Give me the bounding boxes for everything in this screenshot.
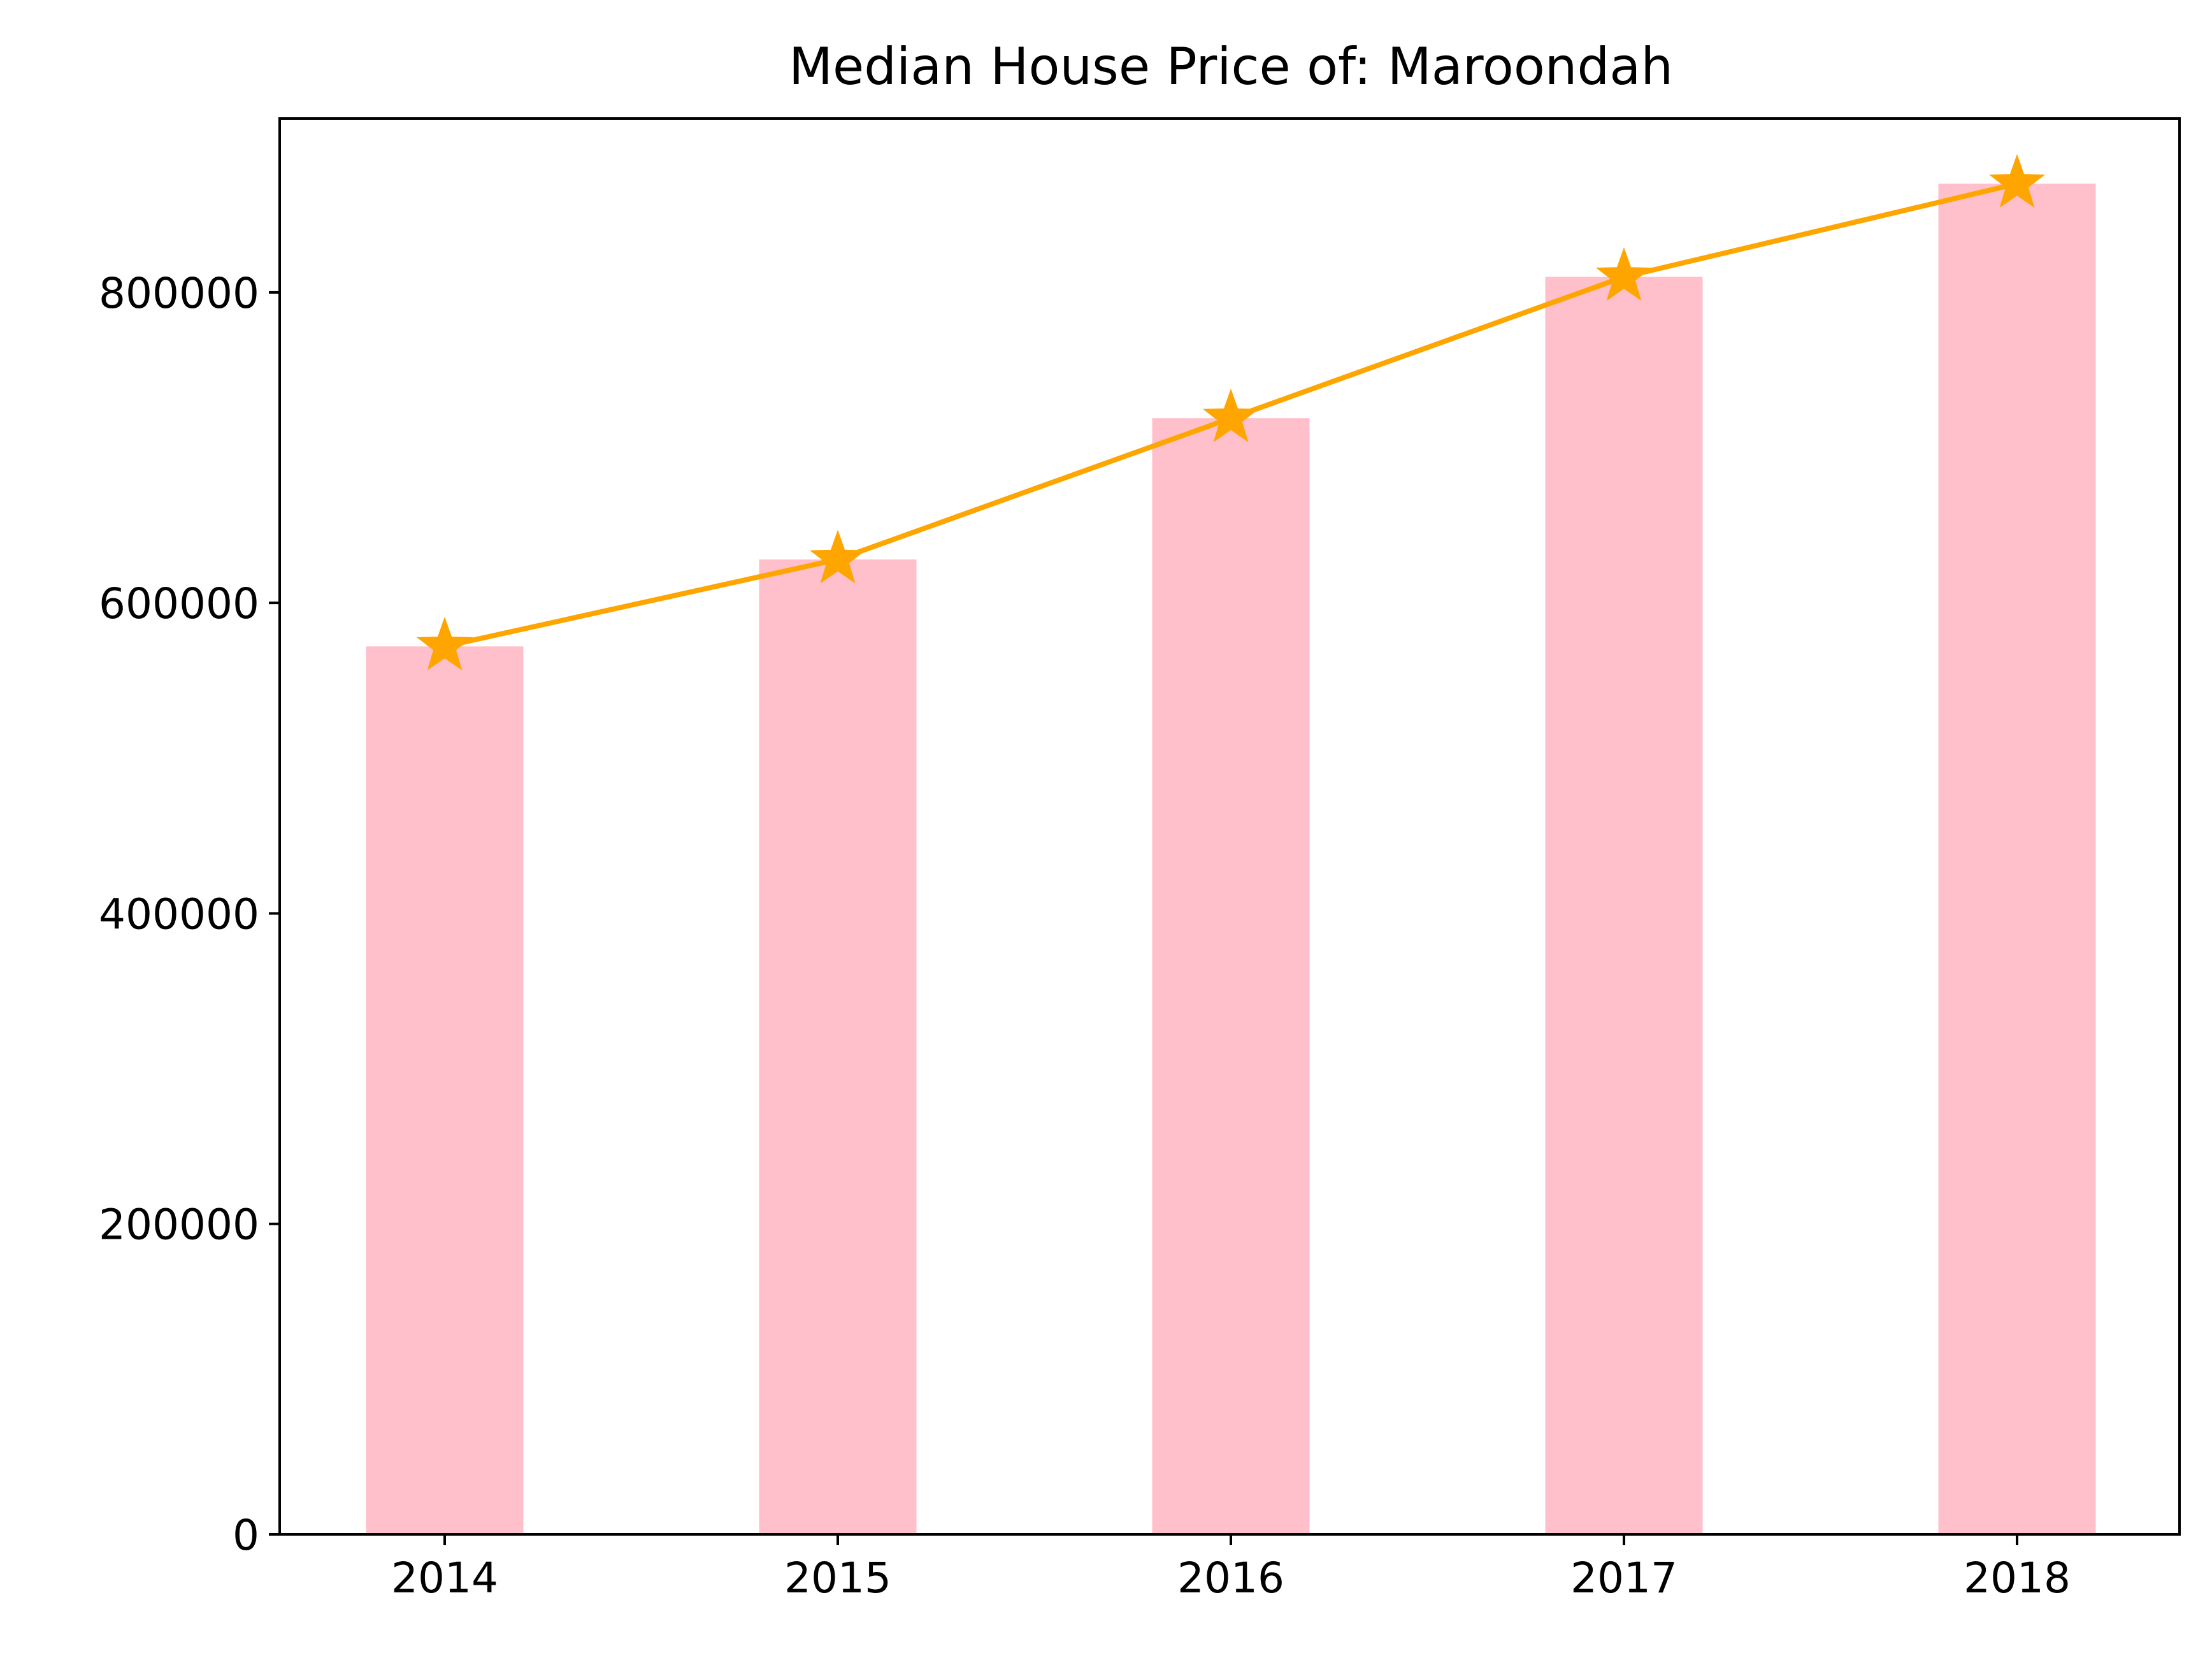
star-marker-2017 xyxy=(1595,247,1653,301)
y-tick-label-200000: 200000 xyxy=(99,1200,259,1250)
chart-title: Median House Price of: Maroondah xyxy=(789,37,1673,96)
star-marker-2018 xyxy=(1988,154,2046,208)
bars-layer xyxy=(366,184,2096,1535)
x-tick-label-2016: 2016 xyxy=(1177,1553,1284,1603)
star-marker-2014 xyxy=(416,616,473,671)
x-tick-label-2018: 2018 xyxy=(1964,1553,2071,1603)
star-marker-2016 xyxy=(1202,388,1260,442)
y-tick-label-0: 0 xyxy=(233,1511,259,1560)
bar-2016 xyxy=(1152,418,1310,1535)
bar-2014 xyxy=(366,646,524,1534)
x-tick-label-2014: 2014 xyxy=(391,1553,498,1603)
x-tick-label-2017: 2017 xyxy=(1570,1553,1677,1603)
ticks-layer: 2014 2015 2016 2017 2018 0 200000 400000 600000 8… xyxy=(99,269,2071,1603)
line-layer xyxy=(416,154,2046,671)
bar-2015 xyxy=(759,559,917,1534)
y-tick-label-600000: 600000 xyxy=(99,579,259,628)
y-tick-label-800000: 800000 xyxy=(99,269,259,318)
bar-2018 xyxy=(1938,184,2096,1535)
bar-2017 xyxy=(1545,277,1703,1534)
y-tick-label-400000: 400000 xyxy=(99,890,259,939)
star-marker-2015 xyxy=(809,530,866,584)
x-tick-label-2015: 2015 xyxy=(784,1553,891,1603)
